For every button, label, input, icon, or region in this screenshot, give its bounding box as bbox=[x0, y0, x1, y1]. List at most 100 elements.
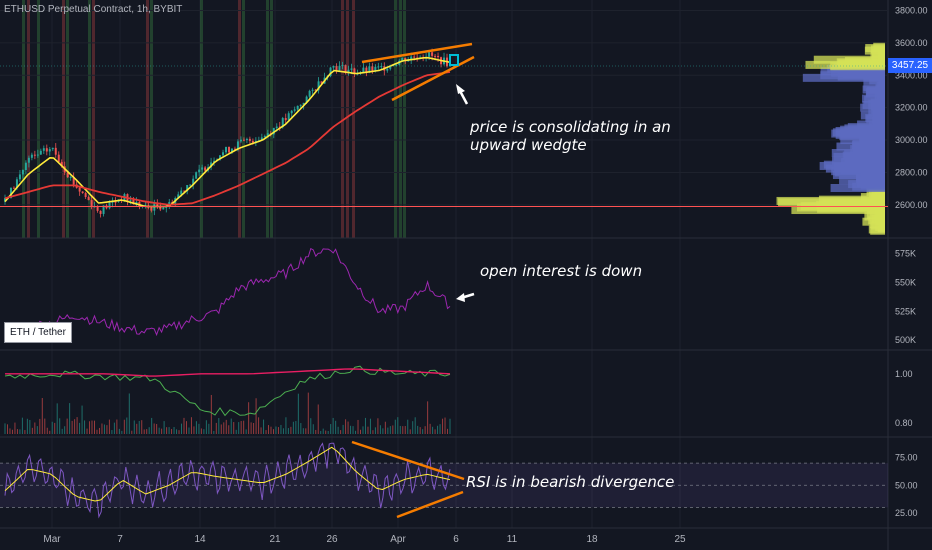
candle-body bbox=[45, 148, 48, 152]
candle-body bbox=[275, 126, 278, 128]
oi-tick-label: 575K bbox=[895, 249, 916, 259]
candle-body bbox=[302, 102, 305, 105]
signal-highlight-bar bbox=[88, 0, 91, 238]
x-tick-label: 26 bbox=[326, 534, 338, 545]
candle-body bbox=[308, 90, 311, 97]
candle-body bbox=[219, 155, 222, 160]
candle-body bbox=[338, 65, 341, 71]
x-tick-label: 14 bbox=[194, 534, 206, 545]
ratio-tick-label: 1.00 bbox=[895, 369, 913, 379]
candle-body bbox=[260, 137, 263, 141]
rsi-line bbox=[4, 442, 451, 519]
volume-profile-bar bbox=[818, 195, 885, 204]
signal-highlight-bar bbox=[27, 0, 30, 238]
candle-body bbox=[162, 207, 165, 210]
rsi-tick-label: 25.00 bbox=[895, 508, 918, 518]
pair-label[interactable]: ETH / Tether bbox=[4, 322, 72, 343]
symbol-title[interactable]: ETHUSD Perpetual Contract, 1h, BYBIT bbox=[4, 4, 183, 15]
candle-body bbox=[204, 167, 207, 171]
candle-body bbox=[213, 160, 216, 163]
arrow-head-icon bbox=[456, 293, 465, 302]
volume-profile-bar bbox=[857, 120, 885, 129]
rsi-divergence-upper-line bbox=[351, 440, 465, 481]
candle-body bbox=[410, 56, 413, 60]
ratio-histogram bbox=[4, 392, 451, 434]
candle-body bbox=[290, 110, 293, 114]
candle-body bbox=[129, 199, 132, 201]
candle-body bbox=[437, 55, 440, 58]
wedge-upper-line bbox=[361, 42, 473, 64]
candle-body bbox=[72, 176, 75, 185]
candle-body bbox=[9, 187, 12, 199]
candle-body bbox=[189, 184, 192, 186]
candle-body bbox=[186, 185, 189, 192]
signal-highlight-bar bbox=[146, 0, 149, 238]
candle-body bbox=[296, 105, 299, 110]
volume-profile-bar bbox=[813, 55, 885, 64]
candle-body bbox=[272, 127, 275, 135]
candle-body bbox=[230, 148, 233, 153]
candle-body bbox=[311, 89, 314, 91]
candle-body bbox=[39, 150, 42, 155]
oi-tick-label: 500K bbox=[895, 335, 916, 345]
ema-slow-line bbox=[4, 71, 451, 206]
candle-body bbox=[195, 172, 198, 179]
candle-body bbox=[36, 154, 39, 156]
candle-body bbox=[380, 66, 383, 68]
candle-body bbox=[183, 190, 186, 192]
rsi-tick-label: 50.00 bbox=[895, 480, 918, 490]
candle-body bbox=[299, 104, 302, 106]
volume-profile bbox=[776, 42, 885, 235]
candle-body bbox=[287, 113, 290, 121]
candle-body bbox=[386, 68, 389, 71]
candle-body bbox=[377, 66, 380, 68]
x-tick-label: 11 bbox=[507, 534, 518, 545]
wedge-lower-line bbox=[391, 55, 475, 102]
candle-body bbox=[335, 65, 338, 71]
candle-body bbox=[320, 81, 323, 84]
candle-body bbox=[18, 174, 21, 180]
candle-body bbox=[341, 65, 344, 67]
candle-body bbox=[305, 96, 308, 103]
candle-body bbox=[114, 201, 117, 203]
x-tick-label: Apr bbox=[390, 534, 406, 545]
volume-profile-bar bbox=[873, 42, 885, 51]
annotation-open-interest: open interest is down bbox=[480, 262, 643, 280]
open-interest-line bbox=[4, 247, 451, 338]
signal-highlight-bar bbox=[399, 0, 402, 238]
candle-body bbox=[108, 202, 111, 209]
price-tick-label: 3000.00 bbox=[895, 135, 928, 145]
oi-tick-label: 525K bbox=[895, 306, 916, 316]
candle-body bbox=[395, 64, 398, 66]
candle-body bbox=[33, 154, 36, 156]
candle-body bbox=[431, 52, 434, 56]
ema-fast-line bbox=[4, 56, 451, 208]
price-tick-label: 2800.00 bbox=[895, 167, 928, 177]
signal-highlight-bar bbox=[270, 0, 273, 238]
candle-body bbox=[374, 66, 377, 72]
candle-body bbox=[222, 152, 225, 156]
candle-body bbox=[201, 167, 204, 170]
candle-body bbox=[248, 138, 251, 141]
signal-highlight-bar bbox=[394, 0, 397, 238]
candle-body bbox=[54, 147, 57, 155]
candle-body bbox=[353, 68, 356, 74]
candle-body bbox=[362, 67, 365, 73]
candle-body bbox=[350, 68, 353, 70]
price-tick-label: 3200.00 bbox=[895, 103, 928, 113]
x-tick-label: 6 bbox=[453, 534, 459, 545]
candle-body bbox=[332, 65, 335, 68]
candle-body bbox=[401, 57, 404, 61]
candle-body bbox=[12, 187, 15, 189]
ratio-tick-label: 0.80 bbox=[895, 418, 913, 428]
candle-body bbox=[434, 55, 437, 57]
volume-profile-bar bbox=[862, 94, 885, 103]
candle-body bbox=[96, 206, 99, 211]
ratio-red-line bbox=[5, 368, 451, 377]
signal-highlight-bar bbox=[352, 0, 355, 238]
candle-body bbox=[368, 66, 371, 73]
signal-highlight-bar bbox=[62, 0, 65, 238]
price-tick-label: 3400.00 bbox=[895, 70, 928, 80]
